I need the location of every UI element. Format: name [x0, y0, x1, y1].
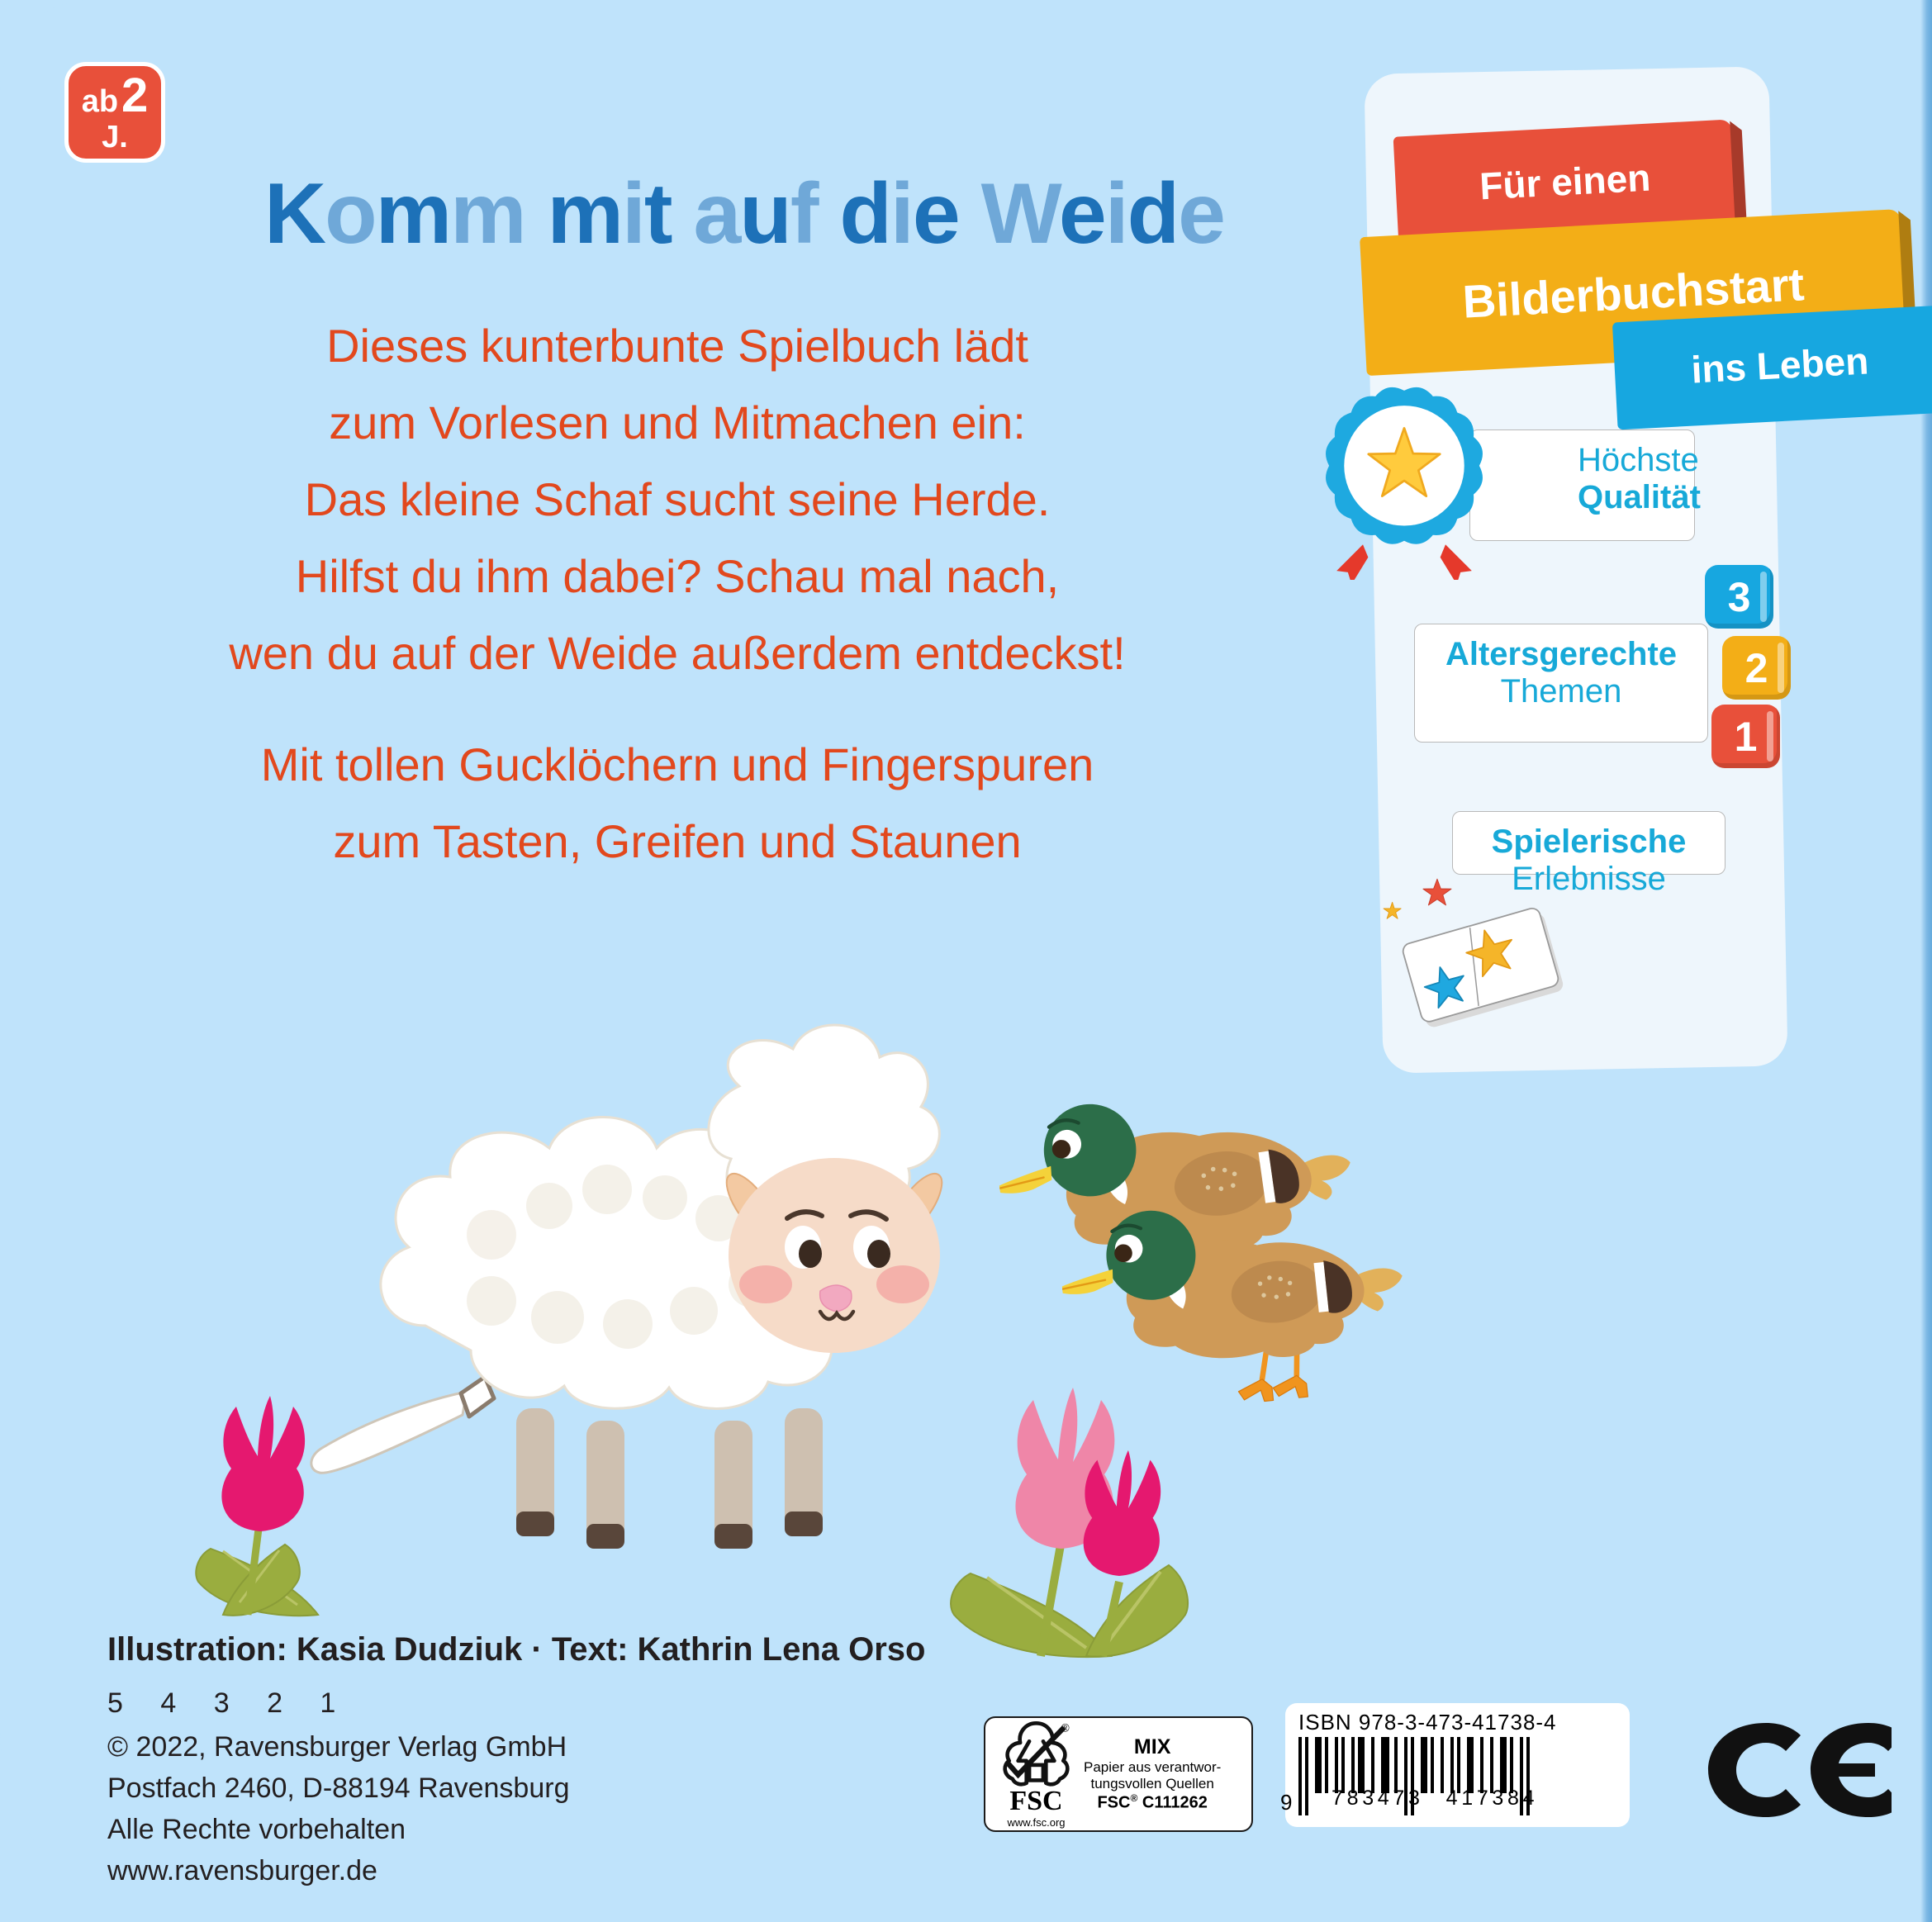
svg-text:®: ®	[1061, 1721, 1070, 1734]
